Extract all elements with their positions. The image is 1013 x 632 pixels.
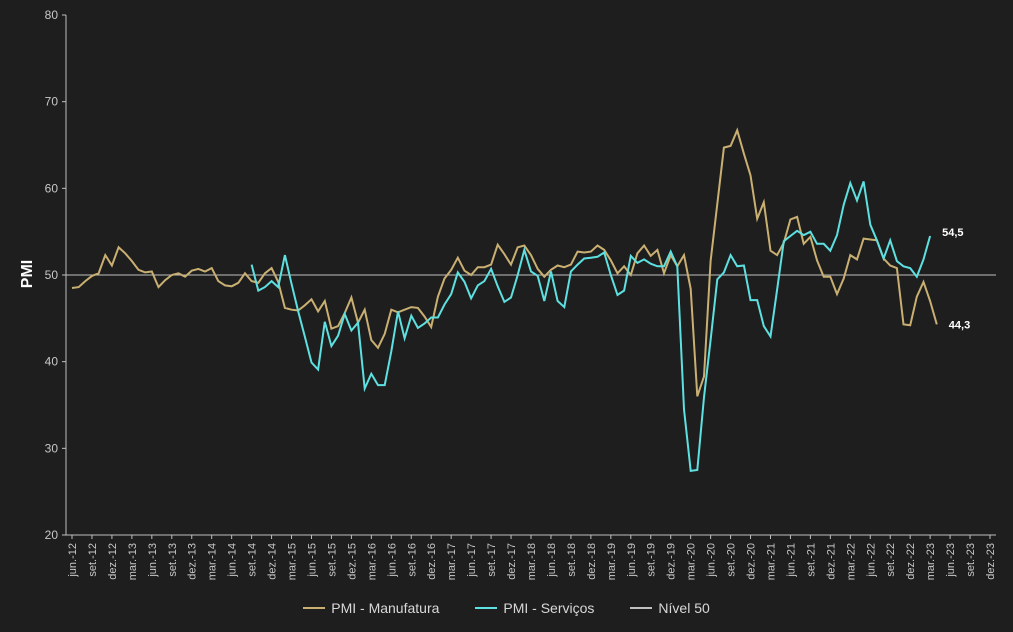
manufatura-end-label: 44,3 — [949, 319, 970, 331]
x-tick-label: jun.-14 — [227, 543, 239, 578]
x-tick-label: dez.-19 — [666, 543, 678, 580]
servicos-series-line — [250, 180, 932, 473]
x-tick-label: mar.-22 — [845, 543, 857, 580]
x-tick-label: jun.-13 — [147, 543, 159, 578]
x-tick-label: dez.-12 — [107, 543, 119, 580]
x-tick-label: set.-16 — [406, 543, 418, 577]
x-tick-label: dez.-18 — [586, 543, 598, 580]
x-tick-label: set.-19 — [646, 543, 658, 577]
manufatura-series-line — [71, 127, 938, 397]
axis-layer: 20 30 40 50 60 70 80 jun.-12 set.-12 dez.-12 mar.-… — [45, 8, 997, 580]
x-tick-label: set.-13 — [167, 543, 179, 577]
x-tick-label: mar.-21 — [765, 543, 777, 580]
x-tick-label: dez.-15 — [346, 543, 358, 580]
legend-item-manufatura[interactable]: PMI - Manufatura — [303, 600, 439, 616]
legend-label-manufatura: PMI - Manufatura — [331, 600, 440, 616]
x-tick-label: set.-17 — [486, 543, 498, 577]
y-tick-label: 60 — [45, 181, 59, 195]
x-tick-label: mar.-17 — [446, 543, 458, 580]
x-tick-label: dez.-16 — [426, 543, 438, 580]
x-tick-label: mar.-18 — [526, 543, 538, 580]
y-tick-label: 50 — [45, 268, 59, 282]
pmi-chart: 20 30 40 50 60 70 80 jun.-12 set.-12 dez.-12 mar.-… — [19, 8, 997, 580]
legend-item-servicos[interactable]: PMI - Serviços — [475, 600, 594, 616]
x-tick-label: set.-22 — [885, 543, 897, 577]
x-tick-label: dez.-23 — [985, 543, 997, 580]
legend: PMI - Manufatura PMI - Serviços Nível 50 — [0, 600, 1013, 616]
x-tick-label: dez.-13 — [187, 543, 199, 580]
x-tick-label: jun.-15 — [306, 543, 318, 578]
x-tick-label: set.-18 — [566, 543, 578, 577]
x-tick-label: set.-15 — [326, 543, 338, 577]
legend-label-nivel-50: Nível 50 — [658, 600, 710, 616]
y-tick-label: 70 — [45, 95, 59, 109]
y-axis-label: PMI — [19, 260, 36, 288]
x-tick-label: dez.-20 — [746, 543, 758, 580]
manufatura-swatch — [303, 607, 326, 609]
x-tick-label: mar.-23 — [925, 543, 937, 580]
x-tick-label: mar.-13 — [127, 543, 139, 580]
x-tick-label: jun.-19 — [626, 543, 638, 578]
x-tick-label: mar.-20 — [686, 543, 698, 580]
x-tick-label: jun.-18 — [546, 543, 558, 578]
x-tick-label: set.-21 — [805, 543, 817, 577]
y-tick-label: 80 — [45, 8, 59, 22]
x-tick-label: jun.-22 — [865, 543, 877, 578]
servicos-swatch — [475, 607, 498, 609]
x-tick-label: set.-14 — [247, 543, 259, 577]
legend-label-servicos: PMI - Serviços — [503, 600, 595, 616]
x-tick-label: dez.-21 — [825, 543, 837, 580]
x-tick-label: mar.-16 — [366, 543, 378, 580]
x-tick-label: mar.-19 — [606, 543, 618, 580]
x-tick-label: dez.-14 — [267, 543, 279, 580]
y-tick-label: 30 — [45, 441, 59, 455]
x-tick-label: set.-23 — [965, 543, 977, 577]
x-tick-label: jun.-16 — [386, 543, 398, 578]
x-tick-label: set.-20 — [726, 543, 738, 577]
x-tick-label: dez.-17 — [506, 543, 518, 580]
legend-item-nivel-50[interactable]: Nível 50 — [630, 600, 710, 616]
x-tick-label: jun.-12 — [67, 543, 79, 578]
servicos-end-label: 54,5 — [942, 227, 963, 239]
nivel-50-swatch — [630, 607, 653, 609]
x-tick-label: jun.-17 — [466, 543, 478, 578]
y-tick-label: 40 — [45, 355, 59, 369]
x-tick-label: jun.-23 — [945, 543, 957, 578]
y-tick-label: 20 — [45, 528, 59, 542]
x-tick-label: dez.-22 — [905, 543, 917, 580]
x-tick-label: jun.-20 — [706, 543, 718, 578]
x-tick-label: mar.-15 — [287, 543, 299, 580]
x-tick-label: set.-12 — [87, 543, 99, 577]
x-tick-label: jun.-21 — [785, 543, 797, 578]
x-tick-label: mar.-14 — [207, 543, 219, 580]
